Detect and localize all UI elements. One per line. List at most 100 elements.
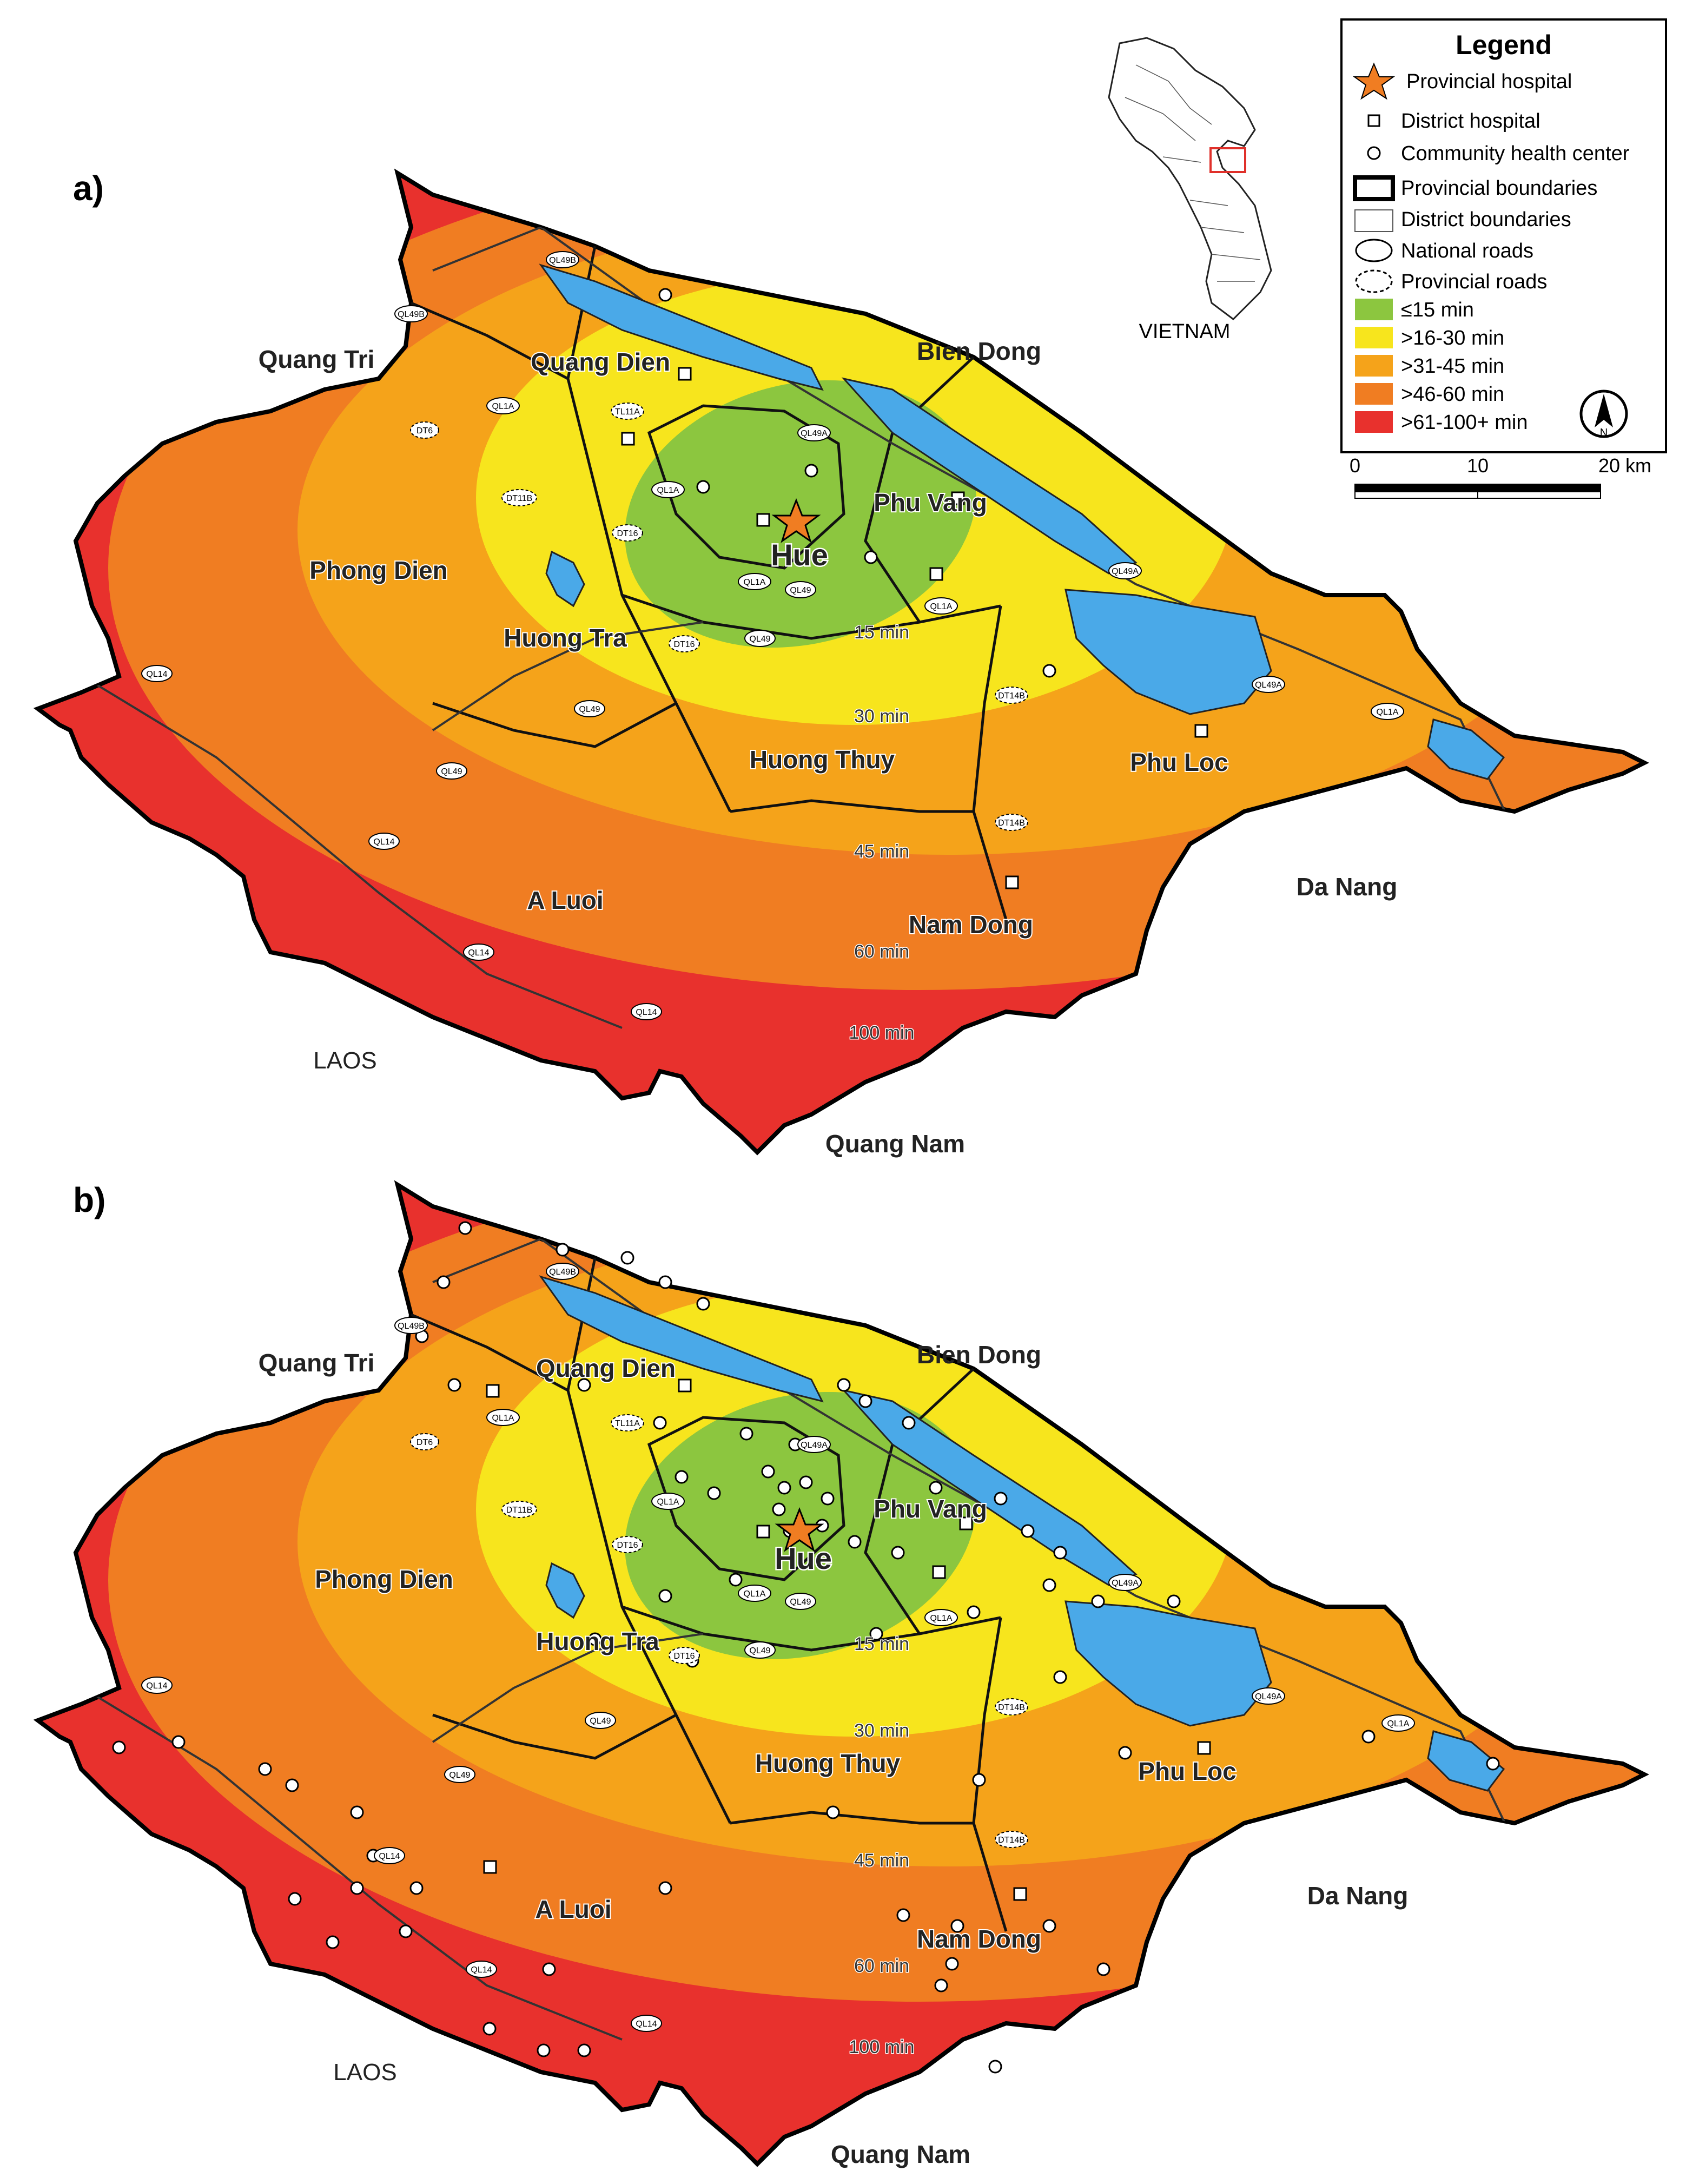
label-phu-vang: Phu Vang xyxy=(874,1495,987,1523)
contour-label-100: 100 min xyxy=(849,2037,915,2057)
road-label: QL14 xyxy=(468,948,489,958)
road-label: DT11B xyxy=(506,1506,533,1515)
panel-b-contour-labels: 15 min 30 min 45 min 60 min 100 min xyxy=(848,1633,915,2058)
label-bien-dong: Bien Dong xyxy=(917,1341,1041,1369)
swatch-45 xyxy=(1355,355,1393,377)
panel-a-provincial-boundary xyxy=(33,168,1649,1156)
vietnam-outline xyxy=(1108,37,1272,320)
road-label: QL1A xyxy=(492,1414,514,1423)
label-a-luoi: A Luoi xyxy=(535,1895,611,1923)
road-label: DT14B xyxy=(998,691,1025,701)
district-hospital-marker xyxy=(1197,1741,1211,1755)
label-huong-thuy: Huong Thuy xyxy=(755,1749,901,1777)
health-center-marker xyxy=(588,1632,602,1646)
contour-label-45: 45 min xyxy=(854,1850,909,1871)
legend-item-label: >46-60 min xyxy=(1401,383,1504,406)
label-laos: LAOS xyxy=(313,1047,376,1074)
road-label: QL1A xyxy=(657,1497,679,1507)
district-hospital-marker xyxy=(678,367,692,381)
road-label: DT16 xyxy=(673,640,695,649)
district-hospital-marker xyxy=(951,491,965,505)
north-arrow-icon: N xyxy=(1579,390,1628,439)
legend-item-label: Provincial boundaries xyxy=(1401,177,1597,200)
road-label: QL1A xyxy=(492,402,514,411)
road-label: QL49 xyxy=(790,586,811,595)
district-hospital-marker xyxy=(483,1860,497,1874)
road-label: DT16 xyxy=(617,1541,638,1550)
health-center-marker xyxy=(409,1881,424,1895)
health-center-marker xyxy=(1053,1546,1067,1560)
road-label: QL49A xyxy=(1255,681,1282,690)
health-center-marker xyxy=(967,1605,981,1619)
panel-b-road-labels: QL49B QL49B QL1A TL11A QL49A DT6 DT11B Q… xyxy=(141,1263,1415,2032)
inset-label: VIETNAM xyxy=(1139,320,1231,343)
label-quang-tri: Quang Tri xyxy=(259,1349,375,1377)
district-hospital-marker xyxy=(486,1384,500,1398)
health-center-marker xyxy=(761,1464,775,1479)
road-label: QL49A xyxy=(1255,1692,1282,1701)
health-center-marker xyxy=(350,1805,364,1819)
road-label: QL14 xyxy=(636,2020,657,2029)
health-center-marker xyxy=(988,2060,1002,2074)
road-label: QL14 xyxy=(146,670,167,679)
road-label: QL14 xyxy=(373,837,394,847)
panel-b-health-centers xyxy=(112,1221,1500,2074)
panel-b-place-labels: Quang Tri Quang Dien Bien Dong Phu Vang … xyxy=(259,1341,1409,2168)
provincial-road-icon xyxy=(1355,269,1393,293)
health-center-marker xyxy=(112,1740,126,1754)
label-phu-loc: Phu Loc xyxy=(1130,748,1228,776)
square-icon xyxy=(1367,114,1380,127)
label-quang-dien: Quang Dien xyxy=(536,1354,676,1382)
health-center-marker xyxy=(696,480,710,494)
road-label: QL49 xyxy=(579,705,600,714)
legend-title: Legend xyxy=(1456,30,1552,60)
provincial-hospital-star-icon xyxy=(775,1507,824,1552)
road-label: QL1A xyxy=(744,578,766,587)
label-a-luoi: A Luoi xyxy=(527,886,603,914)
road-label: QL49 xyxy=(441,767,462,776)
legend-item-label: District boundaries xyxy=(1401,208,1571,231)
scale-bar: 0 10 20 km xyxy=(1350,454,1651,499)
district-hospital-marker xyxy=(929,567,943,581)
panel-b: b) xyxy=(33,1180,1649,2168)
swatch-30 xyxy=(1355,327,1393,348)
label-phong-dien: Phong Dien xyxy=(309,556,448,584)
panel-b-district-hospitals xyxy=(483,1378,1211,1901)
health-center-marker xyxy=(326,1935,340,1949)
road-label: QL14 xyxy=(379,1852,400,1861)
label-phu-loc: Phu Loc xyxy=(1138,1757,1236,1785)
district-hospital-marker xyxy=(1013,1887,1027,1901)
legend-box xyxy=(1340,18,1667,453)
health-center-marker xyxy=(1053,1670,1067,1684)
health-center-marker xyxy=(929,1481,943,1495)
circle-icon xyxy=(1367,146,1381,160)
health-center-marker xyxy=(858,1394,872,1408)
health-center-marker xyxy=(542,1962,556,1976)
legend-item-label: >31-45 min xyxy=(1401,355,1504,378)
health-center-marker xyxy=(848,1535,862,1549)
health-center-marker xyxy=(537,2043,551,2057)
provincial-boundary-icon xyxy=(1353,175,1395,201)
health-center-marker xyxy=(902,1416,916,1430)
health-center-marker xyxy=(950,1919,964,1933)
road-label: DT6 xyxy=(416,1438,433,1447)
road-label: QL1A xyxy=(930,1614,953,1623)
panel-a-contour-labels: 15 min 30 min 45 min 60 min 100 min xyxy=(848,622,915,1044)
road-label: QL1A xyxy=(744,1589,766,1599)
road-label: QL1A xyxy=(930,602,953,611)
health-center-marker xyxy=(437,1275,451,1289)
health-center-marker xyxy=(171,1735,186,1749)
road-label: QL49A xyxy=(1112,567,1139,576)
label-hue: Hue xyxy=(775,1541,832,1575)
health-center-marker xyxy=(729,1573,743,1587)
road-label: QL49 xyxy=(790,1598,811,1607)
health-center-marker xyxy=(1118,1746,1132,1760)
health-center-marker xyxy=(739,1427,753,1441)
health-center-marker xyxy=(696,1297,710,1311)
road-label: QL14 xyxy=(471,1965,492,1975)
road-label: DT16 xyxy=(617,529,638,538)
star-icon xyxy=(1352,62,1396,100)
swatch-100 xyxy=(1355,411,1393,433)
contour-label-100: 100 min xyxy=(849,1022,915,1043)
